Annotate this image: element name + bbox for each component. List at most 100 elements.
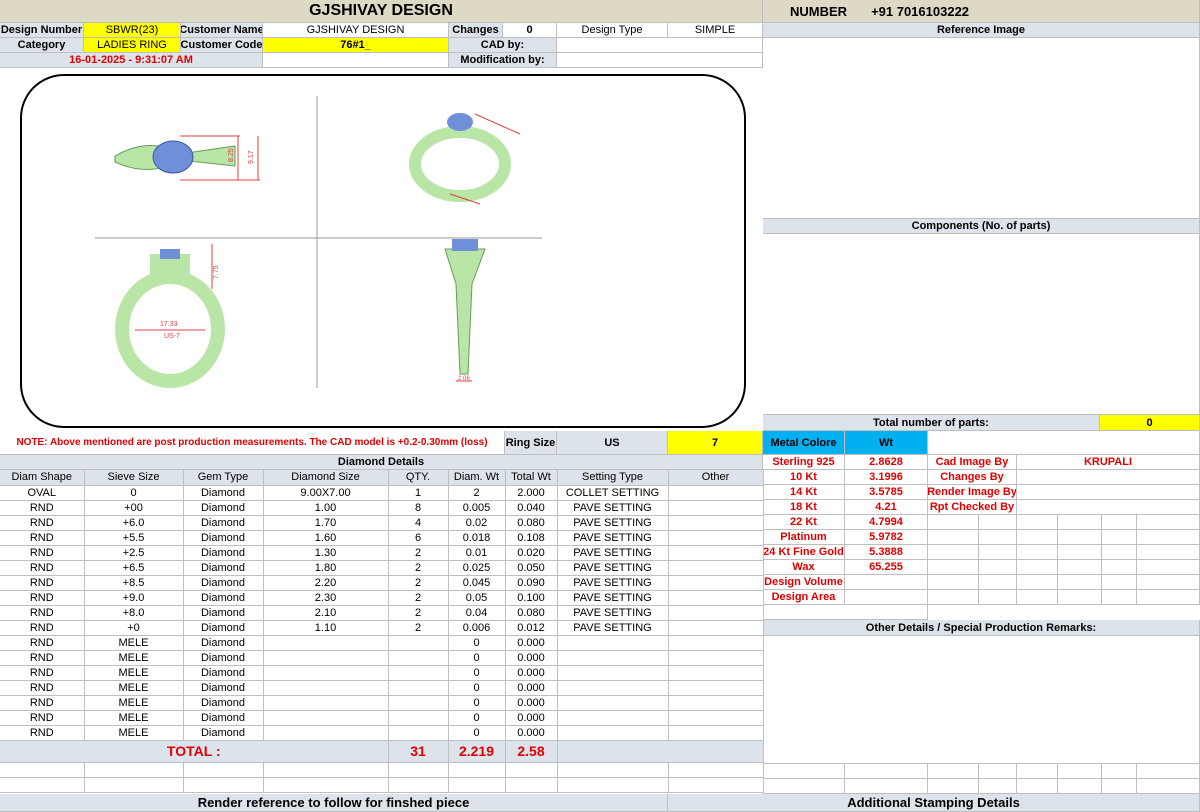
metal-weight[interactable]: 2.8628 <box>845 455 928 470</box>
modification-by-field[interactable] <box>557 53 763 68</box>
table-cell[interactable]: 1.60 <box>263 530 389 546</box>
table-cell[interactable] <box>668 545 764 561</box>
table-cell[interactable]: 4 <box>388 515 449 531</box>
grid-cell[interactable] <box>928 560 979 575</box>
blank-cell[interactable] <box>668 762 764 778</box>
table-cell[interactable]: 0 <box>448 725 506 741</box>
grid-cell[interactable] <box>1102 530 1137 545</box>
table-cell[interactable]: RND <box>0 725 85 741</box>
table-cell[interactable]: 0 <box>448 710 506 726</box>
grid-cell[interactable] <box>1017 764 1058 779</box>
table-cell[interactable]: 2.30 <box>263 590 389 606</box>
grid-cell[interactable] <box>928 515 979 530</box>
table-cell[interactable]: RND <box>0 575 85 591</box>
table-cell[interactable]: 1.80 <box>263 560 389 576</box>
table-cell[interactable]: MELE <box>84 695 184 711</box>
table-cell[interactable]: 0.000 <box>505 650 558 666</box>
metal-weight[interactable] <box>845 590 928 605</box>
table-cell[interactable]: 0.080 <box>505 605 558 621</box>
grid-cell[interactable] <box>979 530 1017 545</box>
cad-by-field[interactable] <box>557 38 763 53</box>
table-cell[interactable]: 0.000 <box>505 725 558 741</box>
table-cell[interactable] <box>668 500 764 516</box>
table-cell[interactable] <box>668 650 764 666</box>
table-cell[interactable]: RND <box>0 665 85 681</box>
grid-cell[interactable] <box>1102 779 1137 794</box>
table-cell[interactable] <box>668 695 764 711</box>
table-cell[interactable]: 1.00 <box>263 500 389 516</box>
table-cell[interactable]: MELE <box>84 665 184 681</box>
table-cell[interactable]: Diamond <box>183 560 264 576</box>
blank-cell[interactable] <box>263 762 389 778</box>
grid-cell[interactable] <box>928 530 979 545</box>
table-cell[interactable] <box>668 710 764 726</box>
table-cell[interactable]: Diamond <box>183 590 264 606</box>
table-cell[interactable]: +8.5 <box>84 575 184 591</box>
table-cell[interactable] <box>388 635 449 651</box>
table-cell[interactable]: 0.000 <box>505 680 558 696</box>
role-value[interactable]: KRUPALI <box>1017 455 1200 470</box>
table-cell[interactable]: Diamond <box>183 695 264 711</box>
table-cell[interactable]: Diamond <box>183 650 264 666</box>
table-cell[interactable]: +8.0 <box>84 605 184 621</box>
grid-cell[interactable] <box>845 764 928 779</box>
table-cell[interactable]: PAVE SETTING <box>557 500 669 516</box>
table-cell[interactable]: 2 <box>388 575 449 591</box>
table-cell[interactable]: +6.0 <box>84 515 184 531</box>
table-cell[interactable]: 0.040 <box>505 500 558 516</box>
grid-cell[interactable] <box>1058 530 1102 545</box>
blank-cell[interactable] <box>263 777 389 793</box>
grid-cell[interactable] <box>1137 764 1200 779</box>
table-cell[interactable]: 2.10 <box>263 605 389 621</box>
table-cell[interactable]: Diamond <box>183 665 264 681</box>
table-cell[interactable] <box>263 680 389 696</box>
table-cell[interactable] <box>668 605 764 621</box>
grid-cell[interactable] <box>1102 515 1137 530</box>
ring-size-field[interactable]: 7 <box>668 431 763 455</box>
table-cell[interactable] <box>263 710 389 726</box>
table-cell[interactable]: 2 <box>388 560 449 576</box>
other-details-area[interactable] <box>763 636 1200 764</box>
table-cell[interactable] <box>668 515 764 531</box>
role-value[interactable] <box>1017 485 1200 500</box>
table-cell[interactable] <box>668 665 764 681</box>
table-cell[interactable] <box>388 665 449 681</box>
table-cell[interactable] <box>263 635 389 651</box>
blank-cell[interactable] <box>0 777 85 793</box>
grid-cell[interactable] <box>763 764 845 779</box>
table-cell[interactable] <box>668 680 764 696</box>
table-cell[interactable]: RND <box>0 530 85 546</box>
table-cell[interactable] <box>263 665 389 681</box>
blank-cell[interactable] <box>448 777 506 793</box>
table-cell[interactable] <box>668 590 764 606</box>
table-cell[interactable] <box>388 695 449 711</box>
table-cell[interactable]: 2.000 <box>505 485 558 501</box>
metal-weight[interactable] <box>845 575 928 590</box>
table-cell[interactable]: RND <box>0 710 85 726</box>
grid-cell[interactable] <box>1058 560 1102 575</box>
table-cell[interactable]: 0.02 <box>448 515 506 531</box>
blank-cell[interactable] <box>557 777 669 793</box>
grid-cell[interactable] <box>1102 590 1137 605</box>
grid-cell[interactable] <box>1017 779 1058 794</box>
table-cell[interactable]: +9.0 <box>84 590 184 606</box>
metal-weight[interactable]: 4.7994 <box>845 515 928 530</box>
blank-cell[interactable] <box>505 777 558 793</box>
changes-field[interactable]: 0 <box>503 23 557 38</box>
customer-code-field[interactable]: 76#1_ <box>263 38 449 53</box>
table-cell[interactable]: 1.10 <box>263 620 389 636</box>
table-cell[interactable]: RND <box>0 560 85 576</box>
grid-cell[interactable] <box>928 575 979 590</box>
blank-cell[interactable] <box>448 762 506 778</box>
table-cell[interactable]: 8 <box>388 500 449 516</box>
table-cell[interactable]: 0 <box>84 485 184 501</box>
grid-cell[interactable] <box>1137 560 1200 575</box>
table-cell[interactable] <box>557 635 669 651</box>
table-cell[interactable]: RND <box>0 620 85 636</box>
table-cell[interactable]: 1.30 <box>263 545 389 561</box>
table-cell[interactable]: Diamond <box>183 515 264 531</box>
grid-cell[interactable] <box>1102 575 1137 590</box>
metal-weight[interactable]: 3.1996 <box>845 470 928 485</box>
blank-cell[interactable] <box>84 777 184 793</box>
blank-cell[interactable] <box>388 777 449 793</box>
